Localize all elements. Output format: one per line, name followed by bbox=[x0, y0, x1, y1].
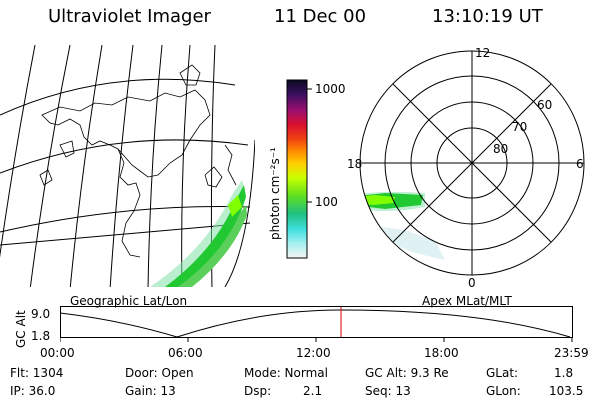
info-dsp-label: Dsp: bbox=[244, 384, 272, 398]
orbit-altitude-plot bbox=[60, 306, 573, 342]
date-label: 11 Dec 00 bbox=[274, 6, 367, 27]
geographic-map bbox=[0, 45, 255, 287]
geographic-caption: Geographic Lat/Lon bbox=[70, 294, 188, 308]
info-flt: Flt: 1304 bbox=[10, 366, 64, 380]
orbit-xtick-1200: 12:00 bbox=[296, 346, 331, 360]
colorbar-tick-100: 100 bbox=[315, 195, 338, 209]
mlt-label-6: 6 bbox=[576, 157, 584, 171]
orbit-ytick-9: 9.0 bbox=[31, 307, 51, 321]
info-gcalt: GC Alt: 9.3 Re bbox=[365, 366, 449, 380]
mlt-label-18: 18 bbox=[347, 157, 363, 171]
colorbar-unit-label: photon cm⁻²s⁻¹ bbox=[268, 147, 282, 240]
time-label: 13:10:19 UT bbox=[432, 6, 543, 27]
instrument-title: Ultraviolet Imager bbox=[48, 6, 211, 27]
polar-plot bbox=[359, 50, 585, 276]
info-dsp-value: 2.1 bbox=[303, 384, 323, 398]
info-seq: Seq: 13 bbox=[365, 384, 411, 398]
orbit-ylabel: GC Alt bbox=[14, 310, 28, 348]
orbit-xtick-1800: 18:00 bbox=[424, 346, 459, 360]
orbit-xtick-2359: 23:59 bbox=[554, 346, 589, 360]
mlat-label-80: 80 bbox=[493, 142, 509, 156]
colorbar-tick-1000: 1000 bbox=[315, 82, 346, 96]
colorbar bbox=[286, 79, 312, 259]
apex-caption: Apex MLat/MLT bbox=[422, 294, 512, 308]
mlat-label-60: 60 bbox=[537, 98, 553, 112]
info-ip: IP: 36.0 bbox=[10, 384, 56, 398]
info-glat-label: GLat: bbox=[486, 366, 519, 380]
mlat-label-70: 70 bbox=[512, 120, 528, 134]
mlt-label-0: 0 bbox=[468, 276, 476, 290]
info-glat-value: 1.8 bbox=[554, 366, 574, 380]
info-glon-label: GLon: bbox=[486, 384, 521, 398]
orbit-xtick-0000: 00:00 bbox=[40, 346, 75, 360]
info-gain: Gain: 13 bbox=[125, 384, 176, 398]
info-mode: Mode: Normal bbox=[244, 366, 328, 380]
info-door: Door: Open bbox=[125, 366, 194, 380]
mlt-label-12: 12 bbox=[475, 46, 491, 60]
info-glon-value: 103.5 bbox=[549, 384, 584, 398]
orbit-ytick-1: 1.8 bbox=[31, 329, 51, 343]
orbit-xtick-0600: 06:00 bbox=[168, 346, 203, 360]
